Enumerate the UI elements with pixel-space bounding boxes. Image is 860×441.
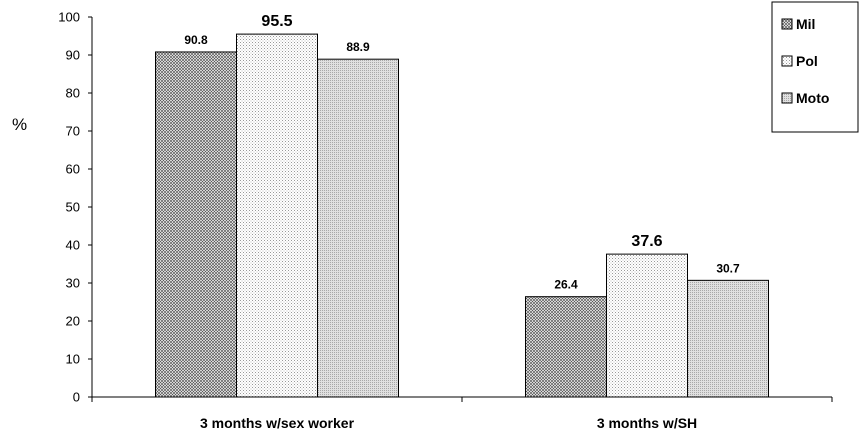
data-label: 90.8 [184,33,208,47]
legend-swatch-mil [781,18,793,30]
legend-label-pol: Pol [796,53,818,69]
data-label: 30.7 [716,261,740,275]
y-tick-label: 50 [66,200,80,215]
bar-moto-2 [687,279,769,398]
y-tick-label: 30 [66,276,80,291]
category-label: 3 months w/sex worker [200,415,355,431]
bar-mil-1 [155,51,237,398]
data-label: 26.4 [554,278,578,292]
category-label: 3 months w/SH [597,415,697,431]
data-label: 37.6 [631,233,662,250]
y-tick-label: 100 [58,10,80,25]
y-tick-label: 40 [66,238,80,253]
legend-label-moto: Moto [796,90,829,106]
data-label: 88.9 [346,40,370,54]
y-axis: 0 10 20 30 40 50 60 70 80 90 100 [58,10,93,405]
data-label: 95.5 [261,13,292,30]
data-labels: 90.8 95.5 88.9 26.4 37.6 30.7 [184,13,740,292]
bar-pol-1 [236,33,318,398]
legend: Mil Pol Moto [771,1,859,133]
legend-swatch-moto [781,92,793,104]
y-tick-label: 70 [66,124,80,139]
category-labels: 3 months w/sex worker 3 months w/SH [200,415,697,431]
y-tick-label: 90 [66,48,80,63]
bar-moto-1 [317,58,399,398]
bars [155,33,769,398]
y-tick-label: 80 [66,86,80,101]
y-tick-label: 20 [66,314,80,329]
bar-pol-2 [606,253,688,398]
y-tick-label: 0 [73,390,80,405]
y-axis-label: % [12,115,27,134]
y-tick-label: 10 [66,352,80,367]
x-axis [91,396,833,402]
legend-swatch-pol [781,55,793,67]
y-tick-label: 60 [66,162,80,177]
bar-mil-2 [525,296,607,398]
legend-label-mil: Mil [796,16,815,32]
